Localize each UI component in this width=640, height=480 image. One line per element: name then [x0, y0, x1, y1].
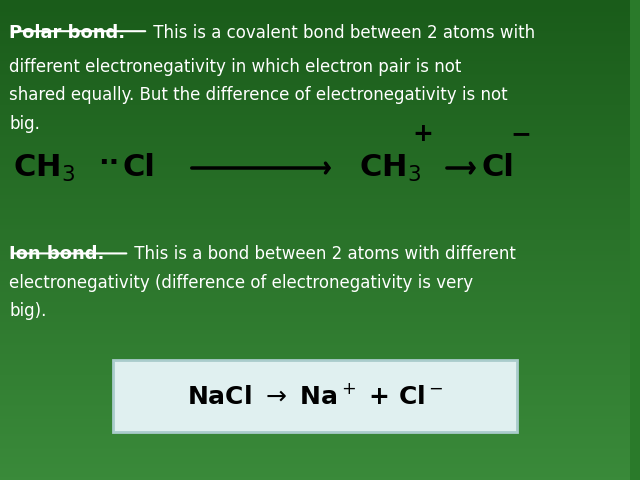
Text: different electronegativity in which electron pair is not: different electronegativity in which ele… — [10, 58, 462, 75]
Text: This is a covalent bond between 2 atoms with: This is a covalent bond between 2 atoms … — [148, 24, 535, 42]
Text: −: − — [510, 122, 531, 146]
Text: big.: big. — [10, 115, 40, 133]
Text: NaCl $\rightarrow$ Na$^+$ + Cl$^-$: NaCl $\rightarrow$ Na$^+$ + Cl$^-$ — [187, 384, 444, 408]
Text: CH$_3$: CH$_3$ — [13, 153, 75, 183]
Text: Cl: Cl — [123, 154, 156, 182]
Text: Cl: Cl — [482, 154, 515, 182]
Text: This is a bond between 2 atoms with different: This is a bond between 2 atoms with diff… — [129, 245, 516, 263]
Text: Polar bond.: Polar bond. — [10, 24, 125, 42]
Text: ··: ·· — [98, 149, 119, 177]
Text: shared equally. But the difference of electronegativity is not: shared equally. But the difference of el… — [10, 86, 508, 105]
Text: +: + — [413, 122, 433, 146]
Bar — [113, 360, 516, 432]
Text: electronegativity (difference of electronegativity is very: electronegativity (difference of electro… — [10, 274, 474, 292]
Text: Ion bond.: Ion bond. — [10, 245, 105, 263]
Text: big).: big). — [10, 302, 47, 321]
Text: CH$_3$: CH$_3$ — [359, 153, 421, 183]
